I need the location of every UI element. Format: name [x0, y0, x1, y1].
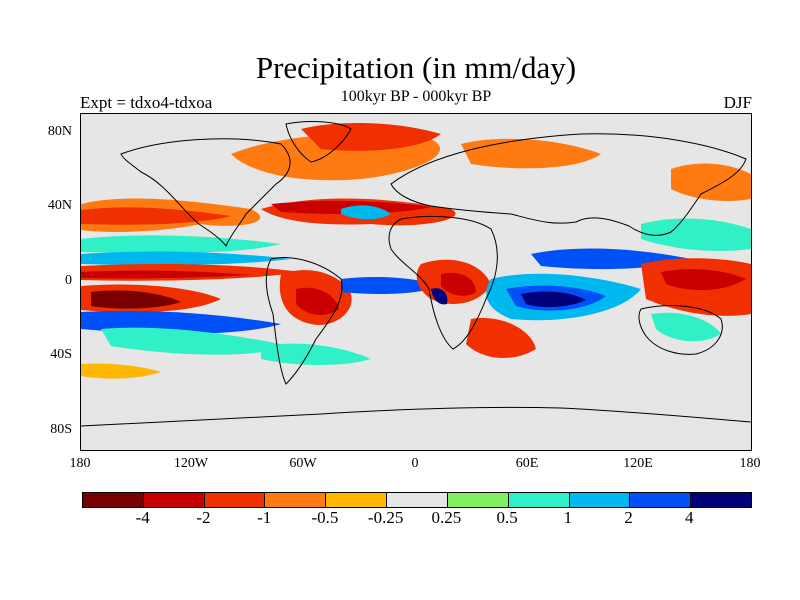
anomaly-field-34: [341, 205, 391, 220]
anomaly-field-32: [651, 312, 721, 342]
x-tick-label: 180: [69, 456, 91, 471]
colorbar-box: [630, 493, 692, 507]
anomaly-field-33: [81, 363, 161, 379]
map-plot-area: [80, 113, 752, 451]
colorbar-box: [508, 493, 570, 507]
colorbar-box: [447, 493, 509, 507]
colorbar-box: [569, 493, 631, 507]
x-tick-label: 0: [411, 456, 419, 471]
colorbar-label: -2: [196, 508, 211, 527]
anomaly-field-8: [671, 163, 751, 201]
colorbar-box: [204, 493, 266, 507]
x-tick-label: 60E: [515, 456, 539, 471]
anomaly-field-27: [431, 288, 448, 305]
anomaly-field-12: [81, 270, 251, 279]
x-tick-label: 120W: [173, 456, 209, 471]
y-tick-label: 40N: [47, 198, 72, 213]
x-tick-label: 180: [739, 456, 761, 471]
anomaly-field-16: [101, 327, 291, 355]
anomaly-field-20: [341, 276, 441, 294]
colorbar-box: [387, 493, 448, 507]
anomaly-field-14: [91, 290, 181, 309]
coastline-africa: [388, 215, 498, 350]
anomaly-field-19: [296, 287, 339, 316]
map-subtitle: 100kyr BP - 000kyr BP: [340, 88, 492, 105]
anomaly-field-22: [441, 272, 476, 296]
colorbar-label: -0.25: [367, 508, 404, 527]
anomaly-field-6: [301, 122, 441, 151]
experiment-label: Expt = tdxo4-tdxoa: [80, 93, 213, 112]
colorbar-box: [265, 493, 327, 507]
colorbar-label: 1: [563, 508, 573, 527]
x-tick-label: 120E: [623, 456, 653, 471]
coastline-antarctica: [81, 406, 751, 427]
coastline-south-america: [265, 257, 343, 385]
anomaly-field-23: [466, 318, 536, 359]
y-tick-label: 0: [65, 273, 72, 288]
colorbar-label: 2: [624, 508, 633, 527]
anomaly-field-26: [521, 291, 586, 308]
anomaly-field-9: [81, 235, 281, 254]
anomaly-field-31: [641, 218, 751, 251]
colorbar-box: [691, 493, 751, 507]
coastlines: [81, 121, 751, 427]
coastline-australia: [638, 305, 723, 355]
y-tick-label: 80N: [47, 124, 72, 139]
y-tick-label: 80S: [50, 422, 72, 437]
colorbar-box: [143, 493, 205, 507]
anomaly-field-17: [261, 343, 371, 366]
precipitation-field: [81, 121, 751, 427]
colorbar-box: [83, 493, 144, 507]
anomaly-field-30: [661, 269, 746, 291]
colorbar-label: -0.5: [311, 508, 339, 527]
colorbar-label: -4: [135, 508, 150, 527]
anomaly-field-7: [461, 138, 601, 169]
colorbar-label: -1: [257, 508, 272, 527]
colorbar: [82, 492, 752, 508]
coastline-eurasia: [390, 133, 747, 236]
colorbar-box: [326, 493, 388, 507]
x-tick-label: 60W: [289, 456, 317, 471]
anomaly-field-10: [81, 251, 291, 266]
season-label: DJF: [723, 93, 752, 112]
coastline-north-america: [120, 138, 291, 248]
colorbar-label: 0.25: [431, 508, 462, 527]
map-title: Precipitation (in mm/day): [255, 50, 577, 85]
colorbar-label: 0.5: [496, 508, 518, 527]
coastline-greenland: [285, 121, 352, 163]
anomaly-field-2: [81, 207, 231, 225]
y-tick-label: 40S: [50, 347, 72, 362]
colorbar-label: 4: [685, 508, 694, 527]
